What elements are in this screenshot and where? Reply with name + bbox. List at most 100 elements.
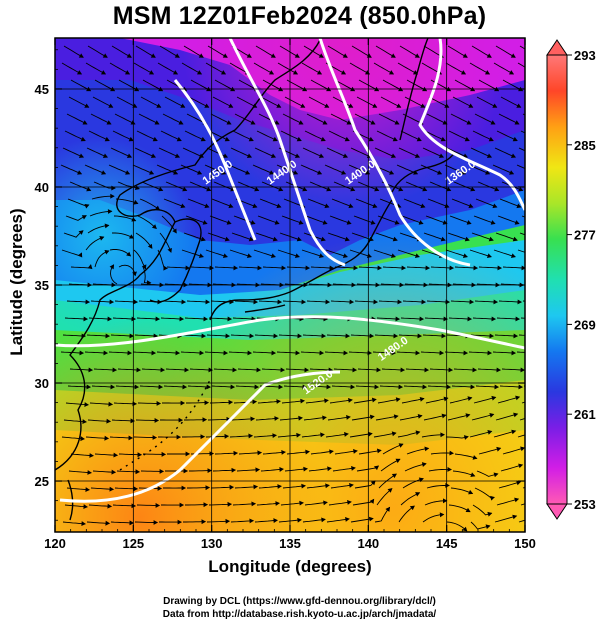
streamline-arrowhead [343,350,349,356]
streamline-arrowhead [249,333,255,339]
streamline-arrowhead [301,299,307,305]
streamline-arrowhead [152,136,158,142]
streamline-arrowhead [390,153,396,158]
streamline-arrowhead [344,432,349,437]
streamline-arrowhead [536,430,540,434]
streamline-arrowhead [422,384,428,390]
streamline-arrowhead [543,385,547,389]
streamline-arrowhead [320,432,325,438]
streamline-arrowhead [542,300,546,304]
streamline-arrowhead [513,333,519,339]
y-tick-label: 25 [35,474,49,489]
streamline-arrowhead [182,384,188,390]
streamline-arrowhead [158,186,164,192]
streamline-arrowhead [207,468,213,474]
streamline-arrowhead [163,265,168,271]
streamline-arrowhead [113,452,119,458]
streamline [516,164,525,170]
streamline [519,418,525,421]
streamline-arrowhead [329,449,334,455]
streamline-arrowhead [541,481,545,485]
streamline-arrowhead [440,136,446,142]
streamline-arrowhead [228,103,234,108]
streamline-arrowhead [420,103,426,108]
streamline-arrowhead [348,203,354,209]
streamline-arrowhead [82,419,87,424]
streamline-arrowhead [105,333,111,339]
streamline-arrowhead [228,203,234,209]
streamline-arrowhead [348,398,353,403]
streamline-arrowhead [174,153,180,158]
streamline-arrowhead [78,230,84,235]
streamline-arrowhead [127,350,133,356]
streamline-arrowhead [133,299,139,305]
streamline-arrowhead [269,170,275,175]
streamline-arrowhead [415,492,421,497]
streamline-arrowhead [462,53,468,58]
streamline-arrowhead [304,367,310,373]
streamline-arrowhead [490,220,496,225]
streamline-arrowhead [515,316,521,322]
colorbar-labels: 253 261 269 277 285 293 [567,48,596,512]
streamline-arrowhead [129,333,135,339]
streamline-arrowhead [461,170,467,175]
streamline-arrowhead [296,236,302,242]
streamline-arrowhead [325,299,331,305]
streamline-arrowhead [419,316,425,322]
streamline-arrowhead [415,350,421,356]
streamline-arrowhead [414,153,420,158]
streamline-arrowhead [85,299,91,305]
streamline-arrowhead [154,417,160,423]
streamline-arrowhead [390,53,396,58]
streamline-arrowhead [173,70,179,75]
contour-1520 [59,370,341,503]
streamline-arrowhead [83,504,88,509]
streamline-arrowhead [537,237,541,241]
streamline-arrowhead [342,153,348,158]
streamline-arrowhead [296,136,302,142]
streamline [519,232,525,236]
streamline-arrowhead [224,236,230,242]
streamline-arrowhead [487,429,493,435]
contour-1360 [418,38,525,211]
streamline-arrowhead [141,264,147,270]
streamline-arrowhead [441,413,447,419]
streamline-arrowhead [351,465,356,471]
streamline-arrowhead [493,472,499,478]
streamline-arrowhead [181,485,187,491]
streamline-arrowhead [272,433,277,439]
streamline [527,80,547,91]
streamline-arrowhead [79,350,85,356]
streamline [524,470,525,471]
streamline [524,97,525,98]
streamline-arrowhead [270,53,276,58]
streamline-arrowhead [205,299,211,305]
streamline-arrowhead [469,299,475,305]
streamline-arrowhead [178,417,184,423]
streamline-arrowhead [204,203,210,209]
x-tick-label: 140 [357,536,379,551]
streamline-arrowhead [276,103,282,108]
coast-asia-mainland [55,39,321,471]
streamline-arrowhead [293,70,299,75]
streamline-arrowhead [248,433,254,439]
coast-taiwan [67,479,74,521]
streamline-arrowhead [322,415,327,421]
streamline-arrowhead [104,435,110,441]
streamline-arrowhead [158,384,164,390]
streamline-arrowhead [485,170,491,175]
streamline-arrowhead [373,465,379,471]
streamline-arrowhead [222,153,228,158]
streamline-arrowhead [535,154,539,158]
streamline-arrowhead [350,384,356,390]
colorbar-label: 277 [574,228,596,243]
streamline-arrowhead [200,236,206,242]
map-title: MSM 12Z01Feb2024 (850.0hPa) [112,2,487,30]
streamline-arrowhead [369,498,375,504]
streamline-arrowhead [472,367,478,373]
streamline-arrowhead [391,350,397,356]
streamline-arrowhead [125,70,131,75]
streamline-arrowhead [467,396,473,401]
streamline-arrowhead [466,120,472,125]
x-tick-label: 150 [514,536,536,551]
